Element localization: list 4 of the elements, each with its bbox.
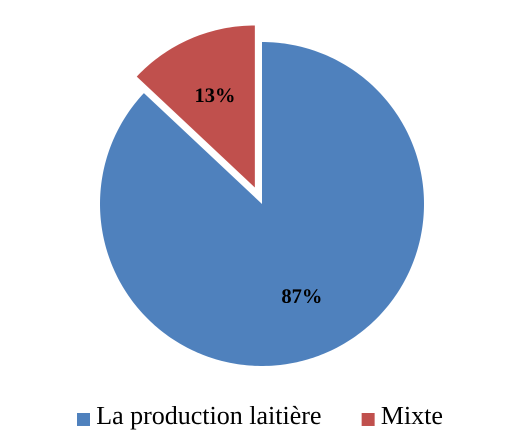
data-label: 87% — [282, 289, 320, 304]
data-label: 13% — [196, 88, 234, 102]
legend-label: Mixte — [382, 406, 442, 424]
legend-label: La production laitière — [96, 406, 321, 430]
